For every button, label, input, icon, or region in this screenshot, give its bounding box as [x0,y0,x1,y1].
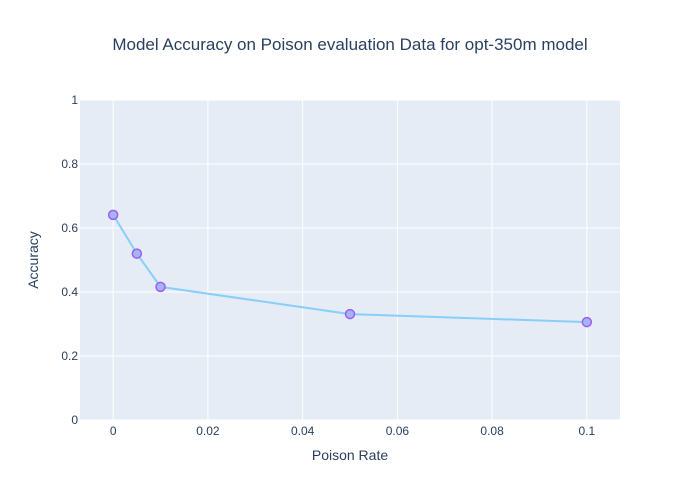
x-tick-label: 0.04 [291,424,315,438]
y-tick-label: 0.8 [61,157,78,171]
y-tick-label: 0.6 [61,221,78,235]
x-tick-label: 0.08 [480,424,504,438]
x-tick-label: 0.1 [578,424,595,438]
x-tick-labels: 0 0.02 0.04 0.06 0.08 0.1 [110,424,596,438]
data-point [107,209,119,221]
y-tick-label: 0.4 [61,285,78,299]
chart-title: Model Accuracy on Poison evaluation Data… [112,35,587,54]
y-tick-label: 1 [71,93,78,107]
plot-background [80,100,620,420]
y-tick-label: 0.2 [61,349,78,363]
x-axis-title: Poison Rate [312,447,388,463]
data-point [344,308,356,320]
x-tick-label: 0.06 [386,424,410,438]
data-point [131,248,143,259]
gridlines [80,99,620,421]
x-tick-label: 0 [110,424,117,438]
y-tick-labels: 0 0.2 0.4 0.6 0.8 1 [61,93,78,427]
data-point [155,281,166,293]
y-tick-label: 0 [71,413,78,427]
data-point [581,316,593,328]
y-axis-title: Accuracy [25,231,41,289]
x-tick-label: 0.02 [196,424,220,438]
series-layer [107,209,593,328]
